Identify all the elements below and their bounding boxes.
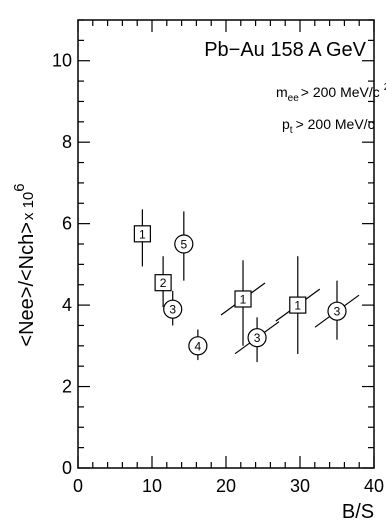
y-tick-label: 2 [62,377,72,397]
point-label: 1 [240,292,247,306]
y-axis-suffix: x 10 [20,192,37,220]
system-annotation: Pb−Au 158 A GeV [204,39,366,61]
point-label: 3 [254,331,261,345]
y-tick-label: 10 [52,51,72,71]
axis-ticks: 0 10 20 30 40 0 2 4 6 8 10 [52,19,384,496]
circle-marker [247,328,267,348]
mass-cut-rest: > 200 MeV/c [301,84,380,100]
y-tick-label: 0 [62,458,72,478]
square-marker [133,225,151,243]
data-point: 4 [188,329,208,361]
point-label: 1 [294,299,301,313]
data-point: 1 [220,260,266,346]
point-label: 3 [169,303,176,317]
pt-cut-rest: > 200 MeV/c [296,116,375,132]
mass-cut-sub: ee [288,93,300,104]
square-marker [154,274,172,292]
circle-marker [327,301,347,321]
mass-cut-annotation: mee> 200 MeV/c 2 [276,82,386,104]
y-axis-exponent: 6 [11,183,28,191]
square-marker [234,290,252,308]
y-tick-label: 4 [62,295,72,315]
point-label: 5 [180,238,187,252]
circle-marker [174,234,194,254]
mass-cut-m: m [276,84,288,100]
point-label: 3 [334,305,341,319]
y-tick-label: 8 [62,132,72,152]
pt-cut-p: p [282,116,290,132]
y-axis-title: <Nee>/<Nch> x 106 [11,183,38,346]
data-point: 3 [234,317,280,363]
data-point: 1 [275,256,321,354]
x-tick-label: 30 [290,476,310,496]
point-label: 1 [139,227,146,241]
x-tick-label: 40 [364,476,384,496]
y-tick-label: 6 [62,214,72,234]
point-label: 2 [160,276,167,290]
x-tick-label: 0 [73,476,83,496]
x-axis-title: B/S [342,501,374,523]
circle-marker [163,299,183,319]
y-axis-main: <Nee>/<Nch> [16,222,38,347]
circle-marker [188,336,208,356]
data-point: 5 [174,211,194,281]
x-tick-label: 10 [142,476,162,496]
point-label: 4 [195,339,202,353]
x-tick-label: 20 [216,476,236,496]
mass-cut-sup: 2 [384,82,386,93]
pt-cut-annotation: pt > 200 MeV/c [282,116,375,136]
pt-cut-sub: t [290,125,293,136]
data-point: 3 [314,280,360,340]
data-point: 2 [154,256,172,308]
data-point: 1 [133,209,151,267]
square-marker [289,296,307,314]
data-point: 3 [163,290,183,326]
